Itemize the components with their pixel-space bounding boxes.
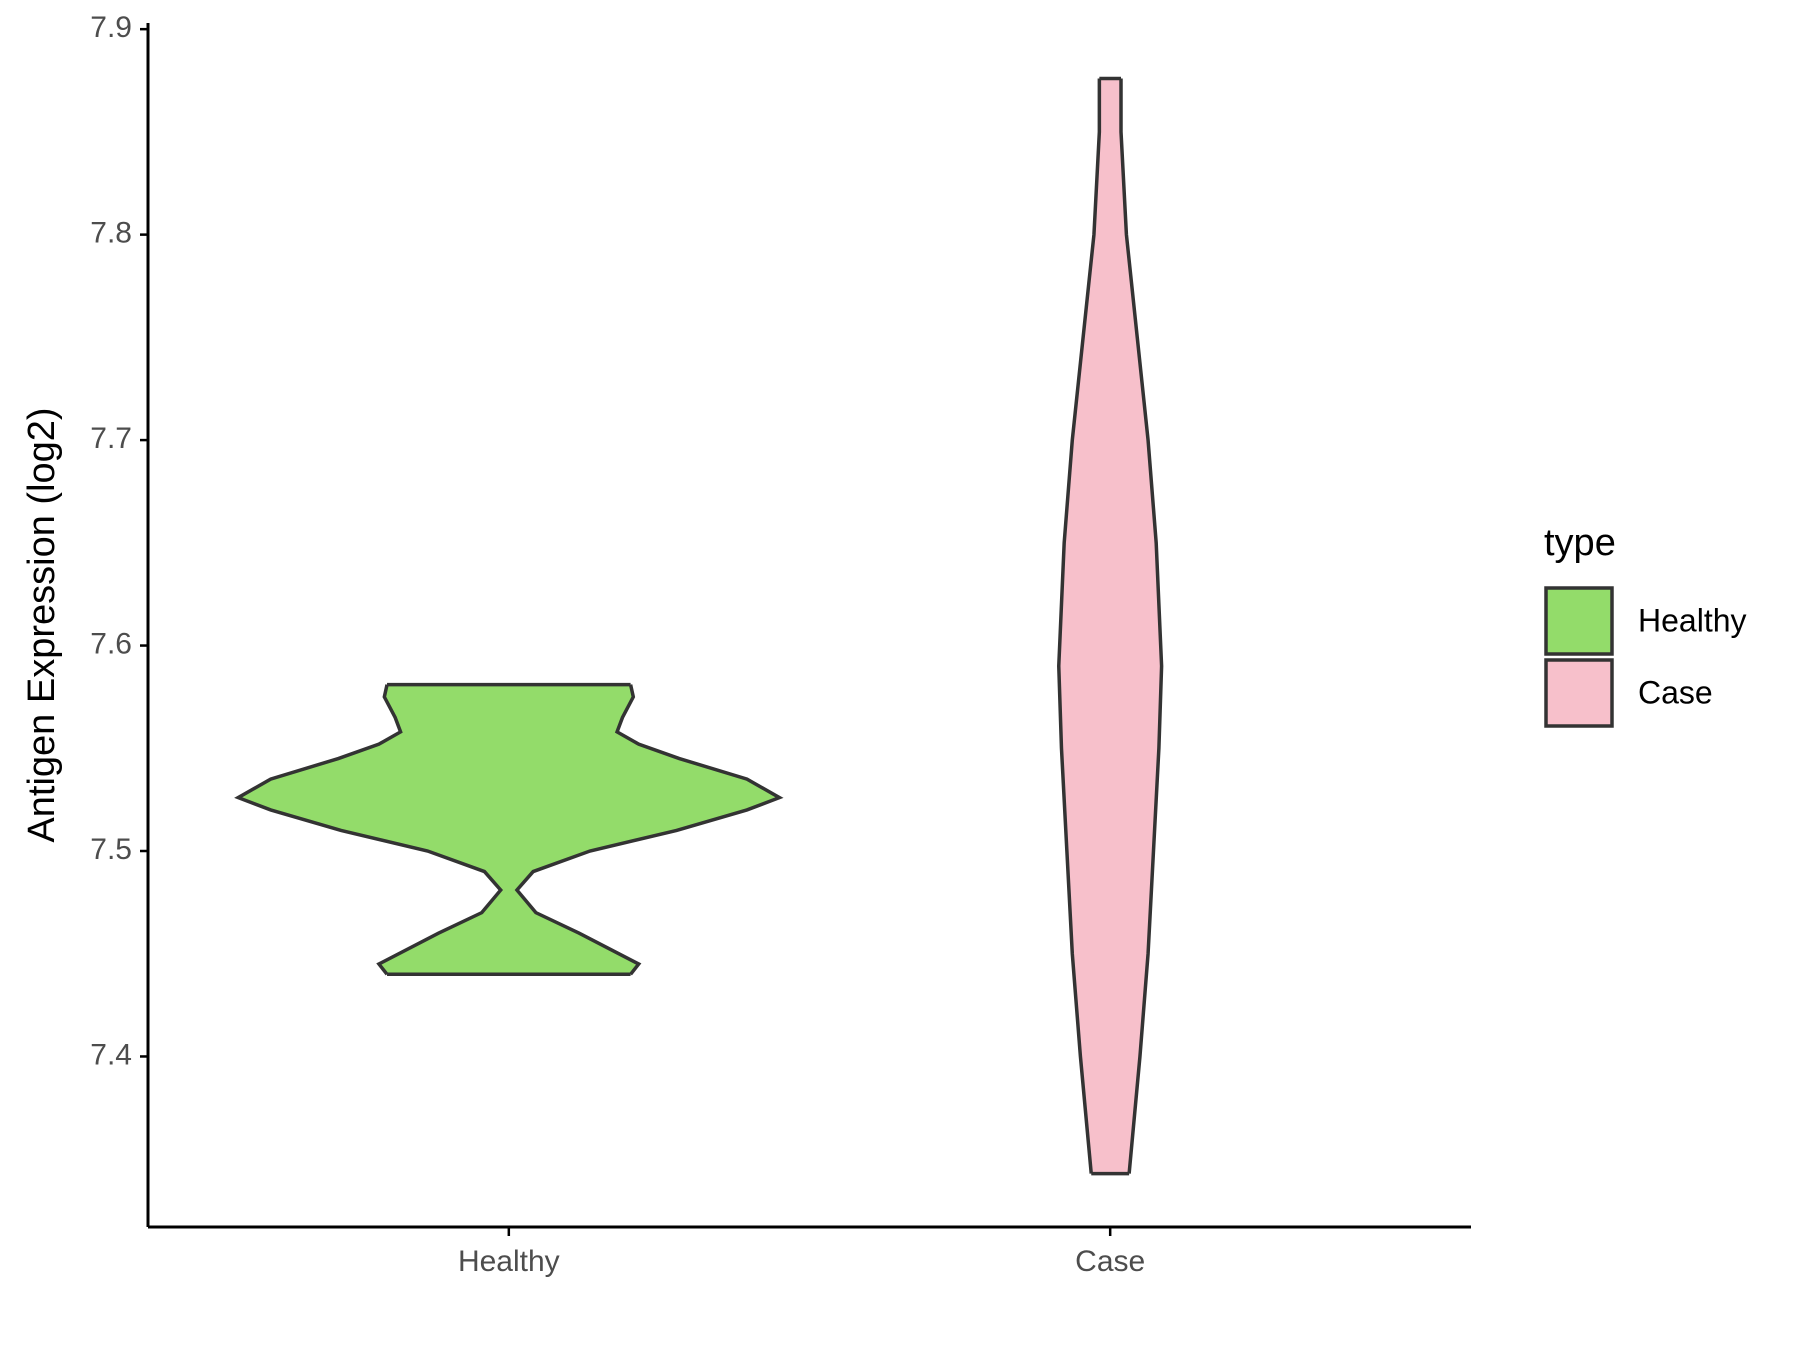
legend-key [1544,658,1614,728]
y-tick-label: 7.4 [90,1038,132,1071]
y-tick-label: 7.8 [90,217,132,250]
y-axis-title: Antigen Expression (log2) [21,407,63,842]
violin-right-outline [514,684,784,976]
legend-key [1544,586,1614,656]
y-tick-label: 7.9 [90,11,132,44]
y-tick-label: 7.6 [90,627,132,660]
violin-fill [238,684,780,975]
violin-left-outline [234,684,504,976]
x-tick-label: Case [1075,1245,1145,1278]
violin-fill [1058,78,1162,1174]
y-tick-label: 7.7 [90,422,132,455]
violin-left-outline [1057,78,1102,1174]
violin-right-outline [1119,78,1164,1174]
y-tick-label: 7.5 [90,833,132,866]
x-tick-label: Healthy [458,1245,560,1278]
legend-label: Case [1638,674,1713,710]
legend-title: type [1544,522,1616,564]
legend-label: Healthy [1638,602,1747,638]
